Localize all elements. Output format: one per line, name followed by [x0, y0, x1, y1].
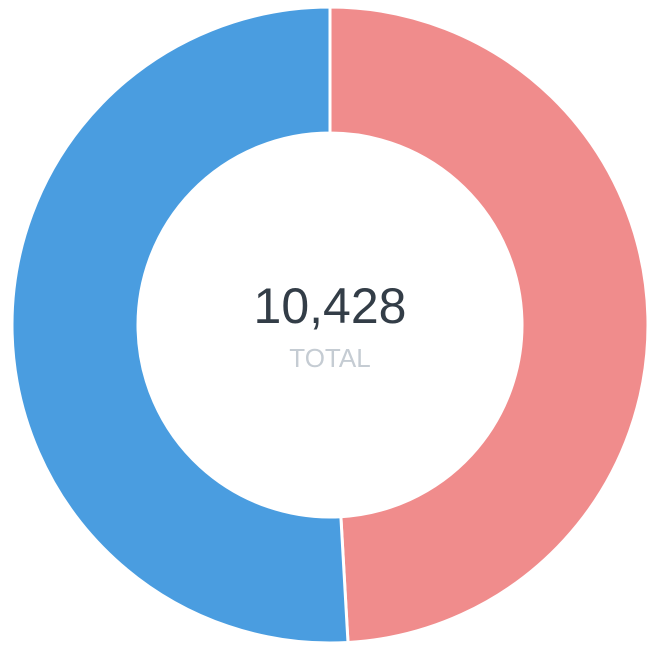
center-caption: TOTAL [289, 343, 370, 373]
center-total: 10,428 [254, 278, 407, 334]
donut-segment [328, 5, 649, 645]
donut-segment [10, 5, 350, 645]
